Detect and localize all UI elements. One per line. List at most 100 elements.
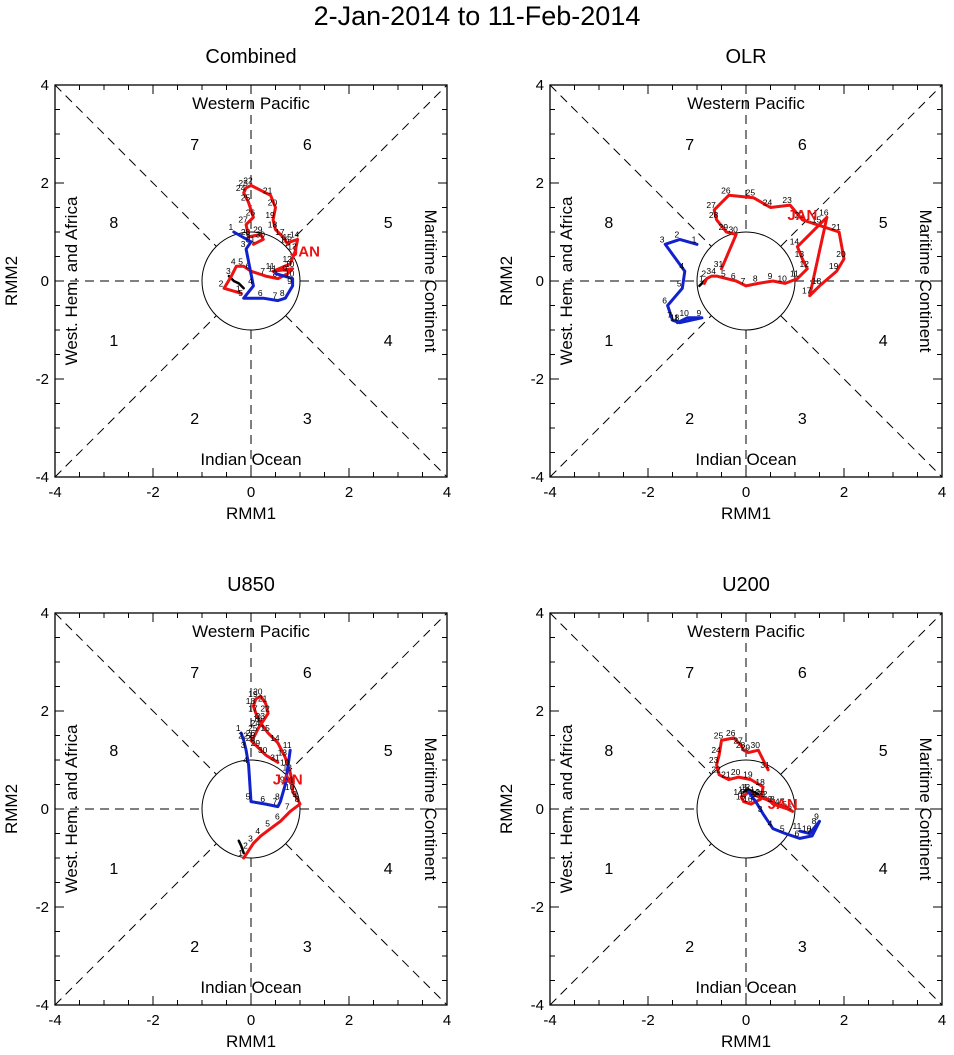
region-label-bottom: Indian Ocean — [200, 978, 301, 997]
y-tick-label: 0 — [536, 273, 544, 290]
trajectory-february — [239, 731, 292, 809]
day-label: 14 — [790, 237, 800, 247]
diagonal-guide — [549, 315, 712, 478]
region-label-bottom: Indian Ocean — [200, 450, 301, 469]
region-label-left: West. Hem. and Africa — [62, 724, 81, 893]
y-tick-label: 4 — [536, 605, 544, 622]
trajectory-january — [242, 694, 302, 860]
day-label: 26 — [246, 207, 256, 217]
day-label: 9 — [814, 811, 819, 821]
phase-label-5: 5 — [879, 743, 888, 760]
day-label: 31 — [760, 760, 770, 770]
day-label: 28 — [736, 740, 746, 750]
x-tick-label: 2 — [345, 484, 353, 501]
diagonal-guide — [54, 315, 217, 478]
phase-label-3: 3 — [303, 411, 312, 428]
day-label: 14 — [733, 787, 743, 797]
day-label: 30 — [256, 229, 266, 239]
phase-label-6: 6 — [303, 137, 312, 154]
diagonal-guide — [54, 843, 217, 1006]
x-tick-label: 4 — [938, 484, 946, 501]
x-tick-label: -4 — [48, 1012, 61, 1029]
day-label: 1 — [699, 273, 704, 283]
day-label: 9 — [282, 264, 287, 274]
diagonal-guide — [285, 843, 448, 1006]
day-label: 19 — [248, 689, 258, 699]
phase-label-4: 4 — [384, 333, 393, 350]
y-tick-label: -4 — [531, 469, 544, 486]
day-label: 29 — [251, 738, 261, 748]
trajectory-february — [663, 237, 704, 325]
x-tick-label: 0 — [742, 484, 750, 501]
region-label-right: Maritime Continent — [421, 738, 440, 881]
x-tick-label: -4 — [543, 1012, 556, 1029]
region-label-top: Western Pacific — [192, 622, 310, 641]
day-label: 1 — [236, 283, 241, 293]
y-axis-label: RMM2 — [497, 784, 516, 834]
day-label: 4 — [243, 755, 248, 765]
day-label: 3 — [241, 239, 246, 249]
trajectory-february — [232, 230, 295, 303]
day-label: 10 — [679, 308, 689, 318]
day-label: 10 — [777, 273, 787, 283]
day-label: 17 — [753, 789, 763, 799]
day-label: 1 — [228, 222, 233, 232]
day-label: 26 — [726, 728, 736, 738]
day-label: 25 — [746, 188, 756, 198]
day-label: 4 — [679, 261, 684, 271]
day-label: 7 — [273, 797, 278, 807]
y-axis-label: RMM2 — [2, 784, 21, 834]
day-label: 24 — [251, 718, 261, 728]
x-tick-label: 2 — [840, 484, 848, 501]
day-label: 24 — [711, 745, 721, 755]
day-label: 11 — [670, 313, 679, 323]
day-label: 12 — [800, 259, 810, 269]
day-label: 8 — [770, 794, 775, 804]
day-label: 9 — [760, 789, 765, 799]
phase-label-1: 1 — [109, 861, 118, 878]
day-label: 5 — [677, 278, 682, 288]
x-tick-label: 0 — [742, 1012, 750, 1029]
day-label: 22 — [243, 175, 253, 185]
day-label: 8 — [280, 288, 285, 298]
unit-circle — [201, 231, 301, 331]
x-tick-label: 0 — [247, 484, 255, 501]
y-tick-label: -2 — [531, 899, 544, 916]
day-label: 8 — [753, 273, 758, 283]
day-label: 29 — [253, 224, 263, 234]
day-label: 6 — [662, 296, 667, 306]
day-label: 23 — [256, 711, 266, 721]
region-label-left: West. Hem. and Africa — [62, 196, 81, 365]
diagonal-guide — [780, 612, 943, 775]
trajectory-february — [746, 790, 821, 840]
day-label: 17 — [802, 286, 812, 296]
day-label: 7 — [667, 310, 672, 320]
month-label: JAN — [787, 207, 817, 224]
region-label-top: Western Pacific — [687, 94, 805, 113]
day-label: 3 — [768, 794, 773, 804]
diagonal-guide — [54, 612, 217, 775]
x-tick-label: 4 — [443, 1012, 451, 1029]
y-tick-label: 4 — [536, 77, 544, 94]
day-label: 11 — [283, 740, 292, 750]
day-label: 7 — [260, 266, 265, 276]
day-label: 23 — [709, 755, 719, 765]
day-label: 25 — [714, 730, 724, 740]
trajectory-january — [715, 736, 795, 813]
day-label: 27 — [706, 200, 716, 210]
day-label: 8 — [275, 792, 280, 802]
y-tick-label: 2 — [41, 703, 49, 720]
day-label: 5 — [238, 256, 243, 266]
day-label: 7 — [741, 276, 746, 286]
day-label: 2 — [243, 841, 248, 851]
phase-label-5: 5 — [879, 215, 888, 232]
day-label: 3 — [241, 740, 246, 750]
day-label: 9 — [292, 789, 297, 799]
day-label: 16 — [743, 794, 753, 804]
y-tick-label: 0 — [41, 801, 49, 818]
diagonal-guide — [54, 84, 217, 247]
day-label: 20 — [253, 686, 263, 696]
day-label: 5 — [780, 824, 785, 834]
y-tick-label: -2 — [36, 371, 49, 388]
